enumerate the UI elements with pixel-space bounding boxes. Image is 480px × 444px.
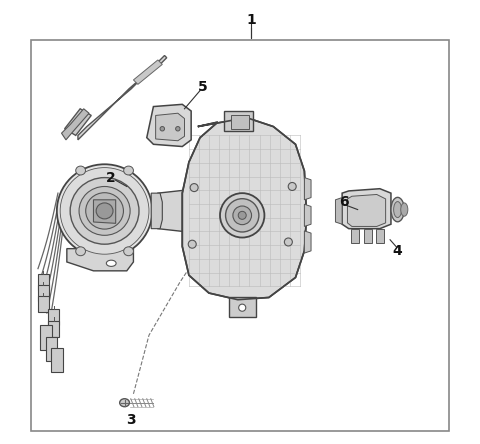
Bar (376, 229, 384, 243)
Text: 6: 6 (339, 195, 349, 209)
Polygon shape (158, 189, 198, 233)
Text: 1: 1 (246, 13, 256, 27)
Ellipse shape (238, 211, 246, 219)
Polygon shape (182, 118, 307, 300)
Bar (37, 285, 49, 301)
Ellipse shape (124, 247, 133, 256)
Polygon shape (65, 109, 91, 135)
Text: 2: 2 (107, 170, 116, 185)
Ellipse shape (79, 186, 130, 235)
Bar (37, 296, 49, 312)
Polygon shape (304, 204, 311, 226)
Bar (31, 40, 449, 431)
Ellipse shape (124, 166, 133, 175)
Bar (48, 309, 60, 325)
Ellipse shape (391, 197, 404, 222)
Ellipse shape (233, 206, 252, 225)
Polygon shape (156, 113, 184, 141)
Text: 4: 4 (393, 244, 403, 258)
Ellipse shape (288, 182, 296, 190)
Bar (231, 115, 249, 129)
Bar (48, 321, 60, 337)
Polygon shape (225, 111, 253, 131)
Ellipse shape (120, 399, 130, 407)
Bar (51, 348, 63, 372)
Ellipse shape (96, 203, 113, 219)
Ellipse shape (160, 127, 165, 131)
Ellipse shape (107, 260, 116, 266)
Polygon shape (61, 109, 89, 140)
Ellipse shape (60, 168, 149, 254)
Ellipse shape (394, 202, 402, 218)
Text: 5: 5 (197, 79, 207, 94)
Polygon shape (342, 189, 391, 229)
Ellipse shape (176, 127, 180, 131)
Polygon shape (133, 60, 162, 84)
Polygon shape (304, 231, 311, 253)
Ellipse shape (226, 199, 259, 232)
Polygon shape (336, 198, 342, 224)
Polygon shape (304, 178, 311, 200)
Polygon shape (229, 297, 255, 317)
Ellipse shape (284, 238, 292, 246)
Ellipse shape (86, 193, 123, 229)
Ellipse shape (188, 240, 196, 248)
Ellipse shape (76, 166, 85, 175)
Bar (364, 229, 372, 243)
Polygon shape (67, 249, 133, 271)
Ellipse shape (76, 247, 85, 256)
Polygon shape (78, 56, 167, 140)
Bar (351, 229, 360, 243)
Polygon shape (348, 194, 385, 226)
Ellipse shape (220, 193, 264, 238)
Ellipse shape (401, 203, 408, 216)
Polygon shape (94, 200, 116, 223)
Ellipse shape (57, 164, 152, 258)
Bar (37, 274, 49, 290)
Ellipse shape (239, 304, 246, 311)
Bar (40, 325, 52, 350)
Text: 3: 3 (126, 412, 136, 427)
Ellipse shape (190, 184, 198, 192)
Ellipse shape (70, 178, 139, 244)
Bar (46, 337, 57, 361)
Polygon shape (151, 193, 162, 229)
Polygon shape (147, 104, 191, 147)
